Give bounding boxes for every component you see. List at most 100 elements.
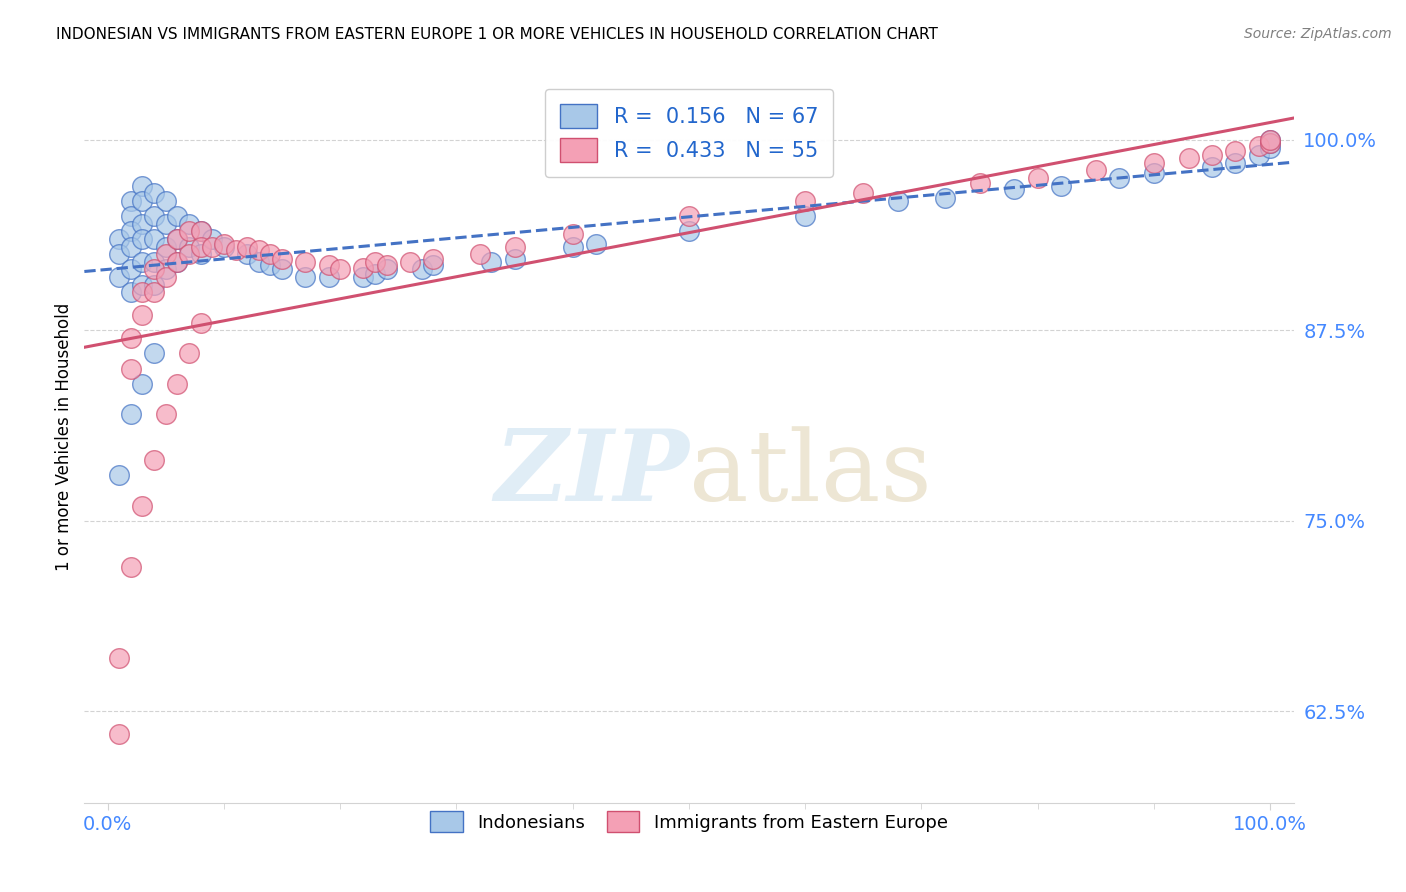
Point — [887, 194, 910, 208]
Point — [259, 247, 281, 261]
Point — [155, 262, 177, 277]
Text: Source: ZipAtlas.com: Source: ZipAtlas.com — [1244, 27, 1392, 41]
Point — [155, 270, 177, 285]
Point — [131, 499, 153, 513]
Point — [1258, 136, 1281, 150]
Point — [236, 247, 259, 261]
Point — [143, 262, 166, 277]
Point — [120, 194, 142, 208]
Point — [131, 232, 153, 246]
Point — [503, 252, 526, 266]
Point — [120, 224, 142, 238]
Point — [247, 255, 270, 269]
Point — [166, 255, 188, 269]
Point — [352, 260, 374, 275]
Point — [190, 224, 212, 238]
Point — [131, 194, 153, 208]
Point — [1258, 140, 1281, 154]
Point — [155, 217, 177, 231]
Text: ZIP: ZIP — [494, 425, 689, 522]
Point — [131, 255, 153, 269]
Point — [108, 232, 131, 246]
Point — [143, 285, 166, 300]
Point — [561, 239, 583, 253]
Point — [212, 236, 235, 251]
Point — [468, 247, 491, 261]
Point — [120, 407, 142, 421]
Point — [212, 239, 235, 253]
Point — [1225, 144, 1247, 158]
Point — [201, 239, 224, 253]
Point — [120, 285, 142, 300]
Point — [120, 361, 142, 376]
Point — [318, 270, 340, 285]
Point — [1143, 166, 1166, 180]
Point — [201, 232, 224, 246]
Point — [1258, 133, 1281, 147]
Point — [1201, 161, 1223, 175]
Point — [225, 243, 247, 257]
Point — [177, 239, 200, 253]
Point — [364, 267, 387, 281]
Point — [294, 270, 316, 285]
Legend: Indonesians, Immigrants from Eastern Europe: Indonesians, Immigrants from Eastern Eur… — [422, 803, 956, 841]
Point — [247, 243, 270, 257]
Point — [503, 239, 526, 253]
Point — [1225, 155, 1247, 169]
Point — [177, 247, 200, 261]
Point — [190, 247, 212, 261]
Point — [794, 209, 817, 223]
Point — [143, 255, 166, 269]
Point — [678, 224, 700, 238]
Point — [155, 247, 177, 261]
Point — [352, 270, 374, 285]
Point — [177, 224, 200, 238]
Point — [1108, 171, 1130, 186]
Point — [155, 239, 177, 253]
Point — [1050, 178, 1073, 193]
Point — [131, 277, 153, 292]
Point — [561, 227, 583, 242]
Point — [131, 376, 153, 391]
Point — [177, 346, 200, 360]
Point — [934, 191, 956, 205]
Point — [585, 236, 607, 251]
Point — [375, 262, 398, 277]
Point — [131, 285, 153, 300]
Point — [155, 407, 177, 421]
Point — [678, 209, 700, 223]
Point — [143, 277, 166, 292]
Point — [329, 262, 352, 277]
Point — [120, 239, 142, 253]
Point — [375, 258, 398, 272]
Point — [120, 559, 142, 574]
Point — [177, 217, 200, 231]
Point — [120, 331, 142, 345]
Point — [294, 255, 316, 269]
Point — [143, 186, 166, 201]
Point — [108, 727, 131, 741]
Point — [1026, 171, 1049, 186]
Point — [166, 232, 188, 246]
Point — [1247, 148, 1270, 162]
Point — [236, 239, 259, 253]
Point — [131, 308, 153, 322]
Point — [166, 209, 188, 223]
Point — [1143, 155, 1166, 169]
Point — [422, 252, 444, 266]
Point — [1004, 182, 1026, 196]
Point — [120, 209, 142, 223]
Point — [143, 346, 166, 360]
Point — [190, 224, 212, 238]
Point — [259, 258, 281, 272]
Point — [411, 262, 433, 277]
Point — [479, 255, 502, 269]
Point — [1258, 136, 1281, 150]
Point — [108, 651, 131, 665]
Point — [190, 316, 212, 330]
Point — [190, 239, 212, 253]
Point — [143, 209, 166, 223]
Point — [120, 262, 142, 277]
Point — [166, 255, 188, 269]
Point — [271, 262, 294, 277]
